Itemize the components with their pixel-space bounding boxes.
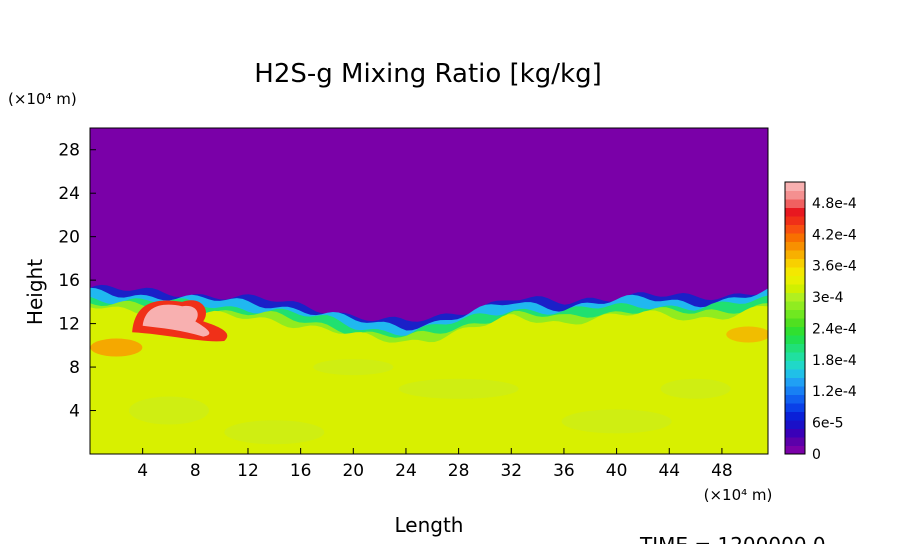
y-axis-ticks: 4 8 12 16 20 24 28 bbox=[58, 141, 96, 422]
heatmap-plot-area bbox=[90, 128, 768, 454]
texture-patch bbox=[313, 359, 394, 376]
colorbar-band bbox=[785, 386, 805, 395]
x-tick-label: 20 bbox=[342, 461, 364, 481]
texture-patch bbox=[224, 420, 325, 445]
colorbar-frame bbox=[784, 181, 806, 455]
y-tick-label: 28 bbox=[58, 141, 80, 161]
plot-frame bbox=[89, 127, 769, 455]
texture-patch bbox=[128, 396, 209, 425]
y-axis-label: Height bbox=[23, 259, 47, 325]
x-tick-label: 32 bbox=[500, 461, 522, 481]
colorbar-band bbox=[785, 233, 805, 242]
peak-region-inner bbox=[142, 304, 210, 337]
colorbar-band bbox=[785, 369, 805, 378]
y-tick-label: 8 bbox=[69, 358, 80, 378]
texture-patch bbox=[660, 378, 731, 399]
x-tick-label: 16 bbox=[290, 461, 312, 481]
colorbar-tick-label: 3e-4 bbox=[812, 290, 844, 306]
colorbar-tick-label: 1.8e-4 bbox=[812, 353, 857, 369]
x-tick-label: 4 bbox=[137, 461, 148, 481]
colorbar-band bbox=[785, 292, 805, 302]
colorbar-band bbox=[785, 420, 805, 429]
colorbar-band bbox=[785, 190, 805, 200]
colorbar-tick-label: 0 bbox=[812, 447, 821, 463]
texture-patch bbox=[398, 378, 519, 399]
x-tick-label: 36 bbox=[553, 461, 575, 481]
colorbar-band bbox=[785, 437, 805, 446]
colorbar-band bbox=[785, 207, 805, 217]
high-value-patch bbox=[726, 326, 768, 343]
x-tick-label: 8 bbox=[190, 461, 201, 481]
x-axis-unit: (×10⁴ m) bbox=[704, 486, 773, 504]
y-tick-label: 4 bbox=[69, 402, 80, 422]
x-tick-label: 28 bbox=[448, 461, 470, 481]
texture-patch bbox=[561, 409, 672, 434]
y-tick-label: 16 bbox=[58, 271, 80, 291]
colorbar-band bbox=[785, 445, 805, 455]
y-tick-label: 20 bbox=[58, 228, 80, 248]
colorbar-labels: 0 6e-5 1.2e-4 1.8e-4 2.4e-4 3e-4 3.6e-4 4.2e-4 4… bbox=[812, 196, 857, 463]
x-tick-label: 24 bbox=[395, 461, 417, 481]
x-tick-label: 44 bbox=[658, 461, 680, 481]
colorbar-tick-label: 2.4e-4 bbox=[812, 321, 857, 337]
colorbar-band bbox=[785, 250, 805, 259]
x-tick-label: 48 bbox=[711, 461, 733, 481]
colorbar-tick-label: 4.2e-4 bbox=[812, 227, 857, 243]
colorbar-band bbox=[785, 309, 805, 319]
colorbar-tick-label: 3.6e-4 bbox=[812, 259, 857, 275]
colorbar-band bbox=[785, 335, 805, 344]
colorbar-band bbox=[785, 301, 805, 310]
colorbar-band bbox=[785, 258, 805, 268]
colorbar bbox=[784, 181, 806, 455]
colorbar-band bbox=[785, 326, 805, 336]
chart-title: H2S-g Mixing Ratio [kg/kg] bbox=[254, 59, 601, 89]
colorbar-tick-label: 6e-5 bbox=[812, 416, 843, 432]
colorbar-band bbox=[785, 394, 805, 404]
colorbar-band bbox=[785, 352, 805, 361]
colorbar-band bbox=[785, 267, 805, 276]
colorbar-tick-label: 4.8e-4 bbox=[812, 196, 857, 212]
colorbar-band bbox=[785, 216, 805, 225]
colorbar-band bbox=[785, 199, 805, 208]
x-tick-label: 12 bbox=[237, 461, 259, 481]
x-axis-ticks: 4 8 12 16 20 24 28 32 36 40 44 48 bbox=[137, 448, 733, 481]
colorbar-band bbox=[785, 275, 805, 285]
colorbar-band bbox=[785, 403, 805, 412]
colorbar-band bbox=[785, 428, 805, 438]
colorbar-band bbox=[785, 343, 805, 353]
colorbar-band bbox=[785, 318, 805, 327]
y-axis-unit: (×10⁴ m) bbox=[8, 90, 77, 108]
x-axis-label: Length bbox=[395, 513, 464, 537]
high-value-patch bbox=[90, 338, 143, 357]
colorbar-band bbox=[785, 377, 805, 387]
colorbar-band bbox=[785, 411, 805, 421]
colorbar-band bbox=[785, 224, 805, 234]
y-tick-label: 24 bbox=[58, 184, 80, 204]
colorbar-band bbox=[785, 284, 805, 293]
time-label: TIME = 1200000.0 bbox=[639, 533, 826, 544]
colorbar-band bbox=[785, 360, 805, 370]
y-tick-label: 12 bbox=[58, 315, 80, 335]
colorbar-band bbox=[785, 182, 805, 191]
colorbar-band bbox=[785, 241, 805, 251]
colorbar-tick-label: 1.2e-4 bbox=[812, 384, 857, 400]
x-tick-label: 40 bbox=[606, 461, 628, 481]
